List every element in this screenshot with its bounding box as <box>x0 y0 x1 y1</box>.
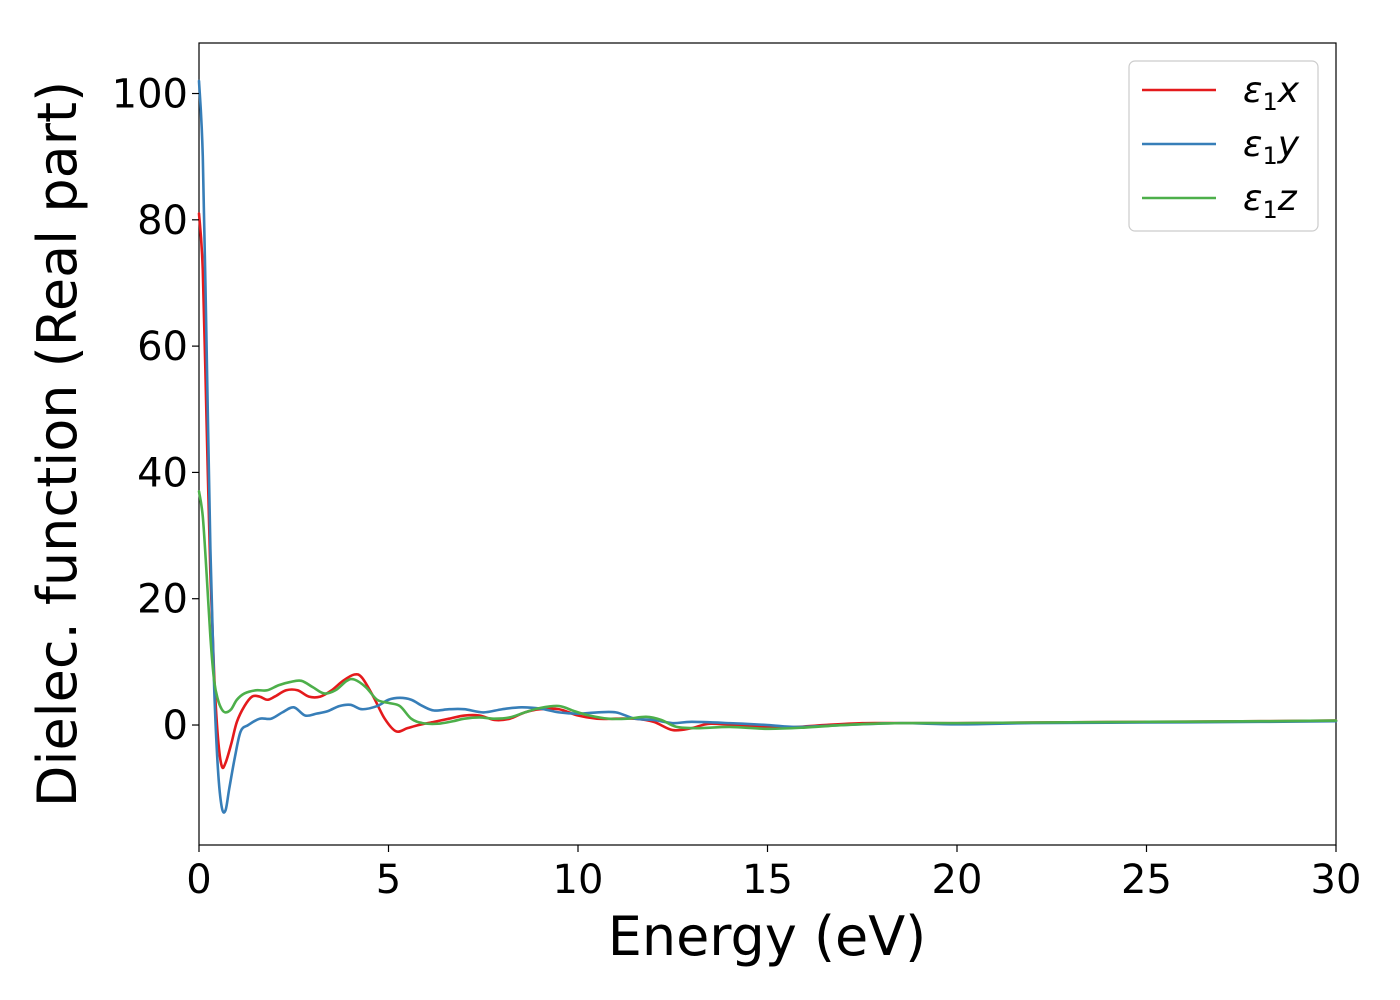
y-axis-label: Dielec. function (Real part) <box>26 81 89 807</box>
series-layer <box>197 79 1338 814</box>
x-axis-label: Energy (eV) <box>608 905 927 968</box>
y-tick-label: 40 <box>137 450 188 496</box>
x-tick-label: 5 <box>376 857 401 903</box>
tick-layer: 0 5 10 15 20 25 30 0 20 40 60 80 100 <box>112 72 1362 903</box>
legend-box <box>1128 60 1319 232</box>
x-tick-label: 20 <box>932 857 983 903</box>
x-tick-label: 25 <box>1121 857 1172 903</box>
series-line-x <box>197 212 1338 770</box>
legend-label-z: ε1z <box>1243 178 1298 224</box>
legend: ε1x ε1y ε1z <box>1128 60 1319 232</box>
x-tick-label: 0 <box>186 857 211 903</box>
legend-label-y: ε1y <box>1243 124 1300 170</box>
series-line-z <box>197 490 1338 731</box>
x-tick-label: 10 <box>553 857 604 903</box>
y-tick-label: 60 <box>137 324 188 370</box>
x-tick-label: 30 <box>1311 857 1362 903</box>
y-tick-label: 0 <box>163 703 188 749</box>
y-tick-label: 20 <box>137 577 188 623</box>
y-tick-label: 80 <box>137 198 188 244</box>
legend-label-x: ε1x <box>1243 70 1300 116</box>
y-tick-label: 100 <box>112 72 188 118</box>
series-line-y <box>197 79 1338 814</box>
x-tick-label: 15 <box>742 857 793 903</box>
